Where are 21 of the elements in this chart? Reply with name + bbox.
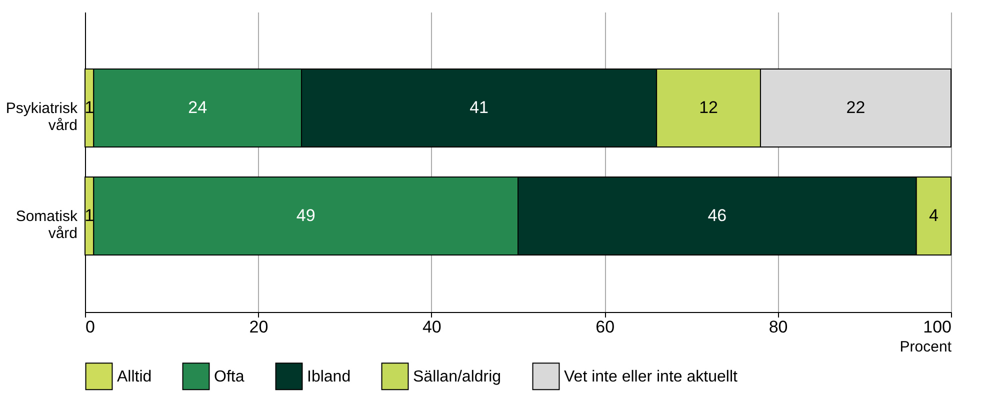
data-label: 12 xyxy=(699,98,718,118)
x-tick-label: 60 xyxy=(596,318,615,336)
legend-label: Sällan/aldrig xyxy=(413,368,502,386)
legend-label: Ofta xyxy=(214,368,244,386)
y-tick-label: Somatisk vård xyxy=(16,208,78,242)
x-tick-label: 80 xyxy=(768,318,788,336)
legend-label: Ibland xyxy=(307,368,351,386)
legend-label: Vet inte eller inte aktuellt xyxy=(564,368,738,386)
x-axis-title: Procent xyxy=(900,338,952,356)
legend-label: Alltid xyxy=(117,368,152,386)
data-label: 24 xyxy=(188,98,208,118)
data-label: 49 xyxy=(296,206,316,225)
x-tick-label: 0 xyxy=(86,318,95,336)
data-label: 22 xyxy=(846,98,866,118)
data-label: 41 xyxy=(470,98,488,118)
y-tick-label: Psykiatrisk vård xyxy=(6,100,78,134)
data-label: 46 xyxy=(708,206,727,225)
x-tick-label: 20 xyxy=(249,318,268,336)
x-tick-label: 100 xyxy=(923,318,952,336)
x-tick-label: 40 xyxy=(422,318,442,336)
data-label: 4 xyxy=(928,206,938,225)
